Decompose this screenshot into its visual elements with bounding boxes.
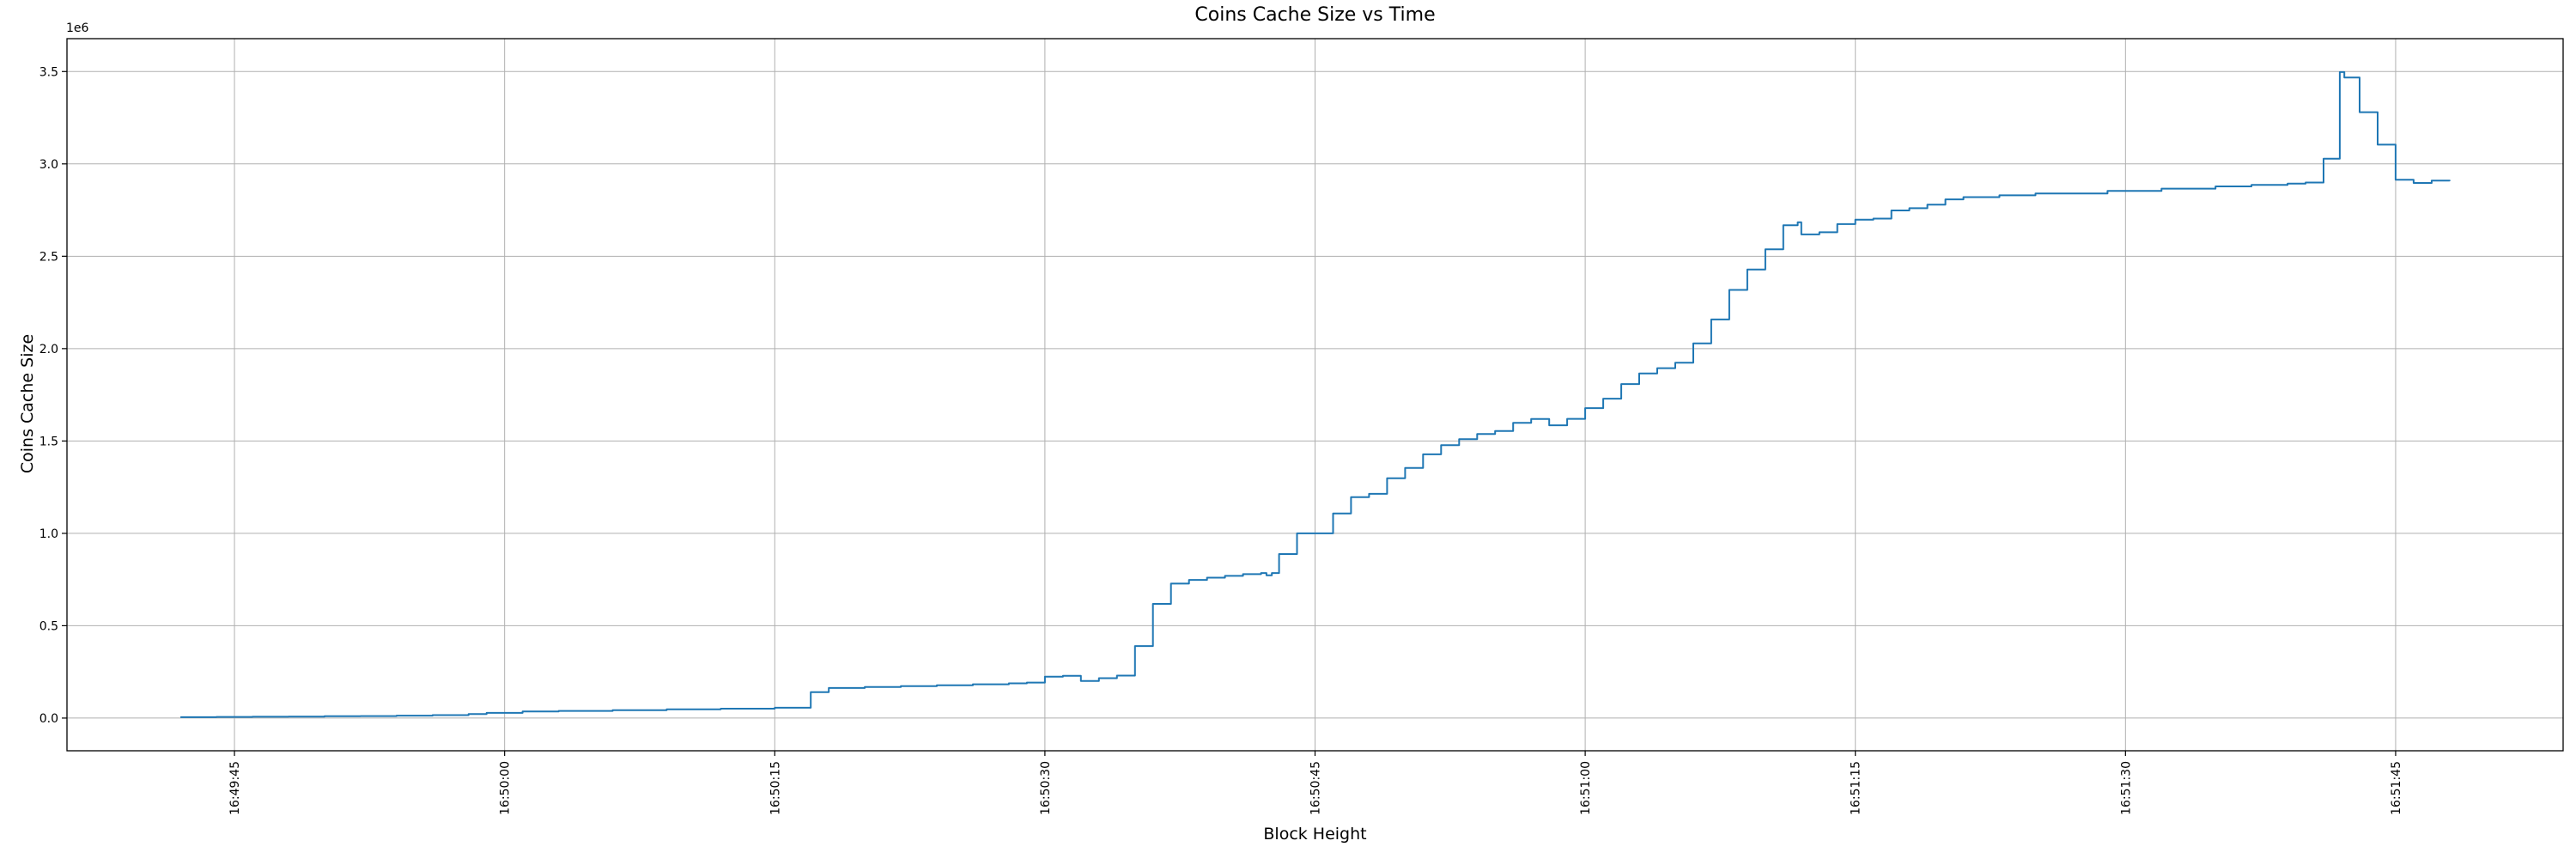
x-tick-label: 16:50:15 (769, 761, 782, 815)
chart-title: Coins Cache Size vs Time (1194, 4, 1436, 26)
y-tick-label: 2.5 (39, 250, 58, 264)
x-tick-label: 16:51:00 (1579, 761, 1593, 815)
y-tick-label: 0.5 (39, 619, 58, 633)
x-axis-label: Block Height (1263, 825, 1367, 844)
y-tick-label: 1.5 (39, 435, 58, 448)
y-tick-label: 3.0 (39, 158, 58, 172)
y-axis-offset-label: 1e6 (66, 21, 89, 35)
x-tick-label: 16:50:00 (499, 761, 513, 815)
y-axis-label: Coins Cache Size (18, 333, 37, 474)
x-tick-label: 16:51:45 (2390, 761, 2403, 815)
x-tick-label: 16:49:45 (228, 761, 242, 815)
series-line (180, 70, 2451, 718)
x-tick-label: 16:51:15 (1850, 761, 1863, 815)
y-tick-label: 3.5 (39, 65, 58, 79)
y-tick-label: 0.0 (39, 712, 58, 726)
y-tick-label: 2.0 (39, 343, 58, 356)
x-tick-label: 16:50:30 (1039, 761, 1053, 815)
x-tick-label: 16:50:45 (1309, 761, 1323, 815)
y-tick-label: 1.0 (39, 527, 58, 541)
x-tick-label: 16:51:30 (2119, 761, 2133, 815)
